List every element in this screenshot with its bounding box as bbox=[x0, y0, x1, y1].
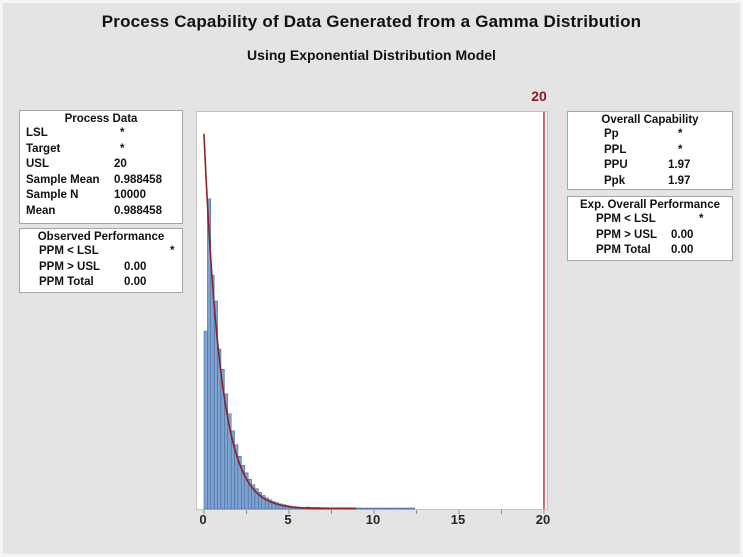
usl-spec-label: 20 bbox=[531, 88, 547, 104]
panel-row: PPU 1.97 bbox=[568, 159, 732, 175]
row-label: LSL bbox=[26, 127, 48, 139]
x-tick-label: 5 bbox=[284, 512, 292, 527]
panel-row: Pp * bbox=[568, 128, 732, 144]
panel-row: PPM > USL 0.00 bbox=[568, 229, 732, 245]
row-value: 0.00 bbox=[124, 276, 147, 288]
row-label: PPM < LSL bbox=[39, 245, 99, 257]
panel-row: PPL * bbox=[568, 144, 732, 160]
panel-row: PPM Total 0.00 bbox=[20, 276, 182, 292]
process-data-panel: Process Data LSL * Target * USL 20 Sample M… bbox=[19, 110, 183, 224]
overall-capability-panel: Overall Capability Pp * PPL * PPU 1.97 Ppk 1… bbox=[567, 111, 733, 190]
panel-row: PPM > USL 0.00 bbox=[20, 261, 182, 277]
panel-row: USL 20 bbox=[20, 158, 182, 174]
panel-row: PPM Total 0.00 bbox=[568, 244, 732, 260]
row-label: PPL bbox=[604, 143, 627, 156]
row-value: 0.00 bbox=[671, 228, 694, 241]
x-tick-label: 0 bbox=[199, 512, 207, 527]
row-label: Target bbox=[26, 142, 61, 155]
chart-title: Process Capability of Data Generated fro… bbox=[101, 12, 642, 31]
row-value: * bbox=[170, 245, 175, 257]
panel-header: Observed Performance bbox=[37, 231, 165, 243]
plot-area bbox=[196, 111, 548, 514]
row-value: * bbox=[699, 213, 704, 225]
row-label: PPM Total bbox=[596, 244, 651, 256]
panel-row: Sample Mean 0.988458 bbox=[20, 174, 182, 190]
row-label: PPM > USL bbox=[39, 260, 101, 273]
row-label: Sample Mean bbox=[26, 173, 100, 186]
x-tick-label: 15 bbox=[450, 512, 466, 527]
x-tick-label: 10 bbox=[365, 512, 381, 527]
panel-row: Mean 0.988458 bbox=[20, 205, 182, 221]
panel-row: PPM < LSL * bbox=[568, 213, 732, 229]
panel-row: Ppk 1.97 bbox=[568, 175, 732, 191]
panel-row: Sample N 10000 bbox=[20, 189, 182, 205]
row-value: * bbox=[120, 142, 125, 155]
row-value: 1.97 bbox=[668, 159, 691, 171]
panel-header: Process Data bbox=[64, 113, 138, 125]
x-tick-label: 20 bbox=[535, 512, 551, 527]
row-label: Sample N bbox=[26, 189, 79, 201]
row-value: 0.00 bbox=[124, 260, 147, 273]
row-label: PPU bbox=[604, 159, 628, 171]
panel-header: Overall Capability bbox=[601, 114, 699, 126]
row-label: Ppk bbox=[604, 174, 626, 187]
row-label: PPM > USL bbox=[596, 228, 658, 241]
row-value: 0.00 bbox=[671, 244, 694, 256]
row-value: * bbox=[120, 127, 125, 139]
row-value: 1.97 bbox=[668, 174, 691, 187]
observed-performance-panel: Observed Performance PPM < LSL * PPM > US… bbox=[19, 228, 183, 293]
row-value: 0.988458 bbox=[114, 173, 162, 186]
panel-row: Target * bbox=[20, 143, 182, 159]
panel-row: PPM < LSL * bbox=[20, 245, 182, 261]
row-value: 10000 bbox=[114, 189, 146, 201]
row-value: 20 bbox=[114, 158, 127, 170]
row-label: Pp bbox=[604, 128, 619, 140]
exp-overall-performance-panel: Exp. Overall Performance PPM < LSL * PPM … bbox=[567, 196, 733, 261]
plot-svg bbox=[203, 112, 545, 514]
row-label: Mean bbox=[26, 204, 56, 217]
row-label: PPM Total bbox=[39, 276, 94, 288]
row-label: PPM < LSL bbox=[596, 213, 656, 225]
panel-header: Exp. Overall Performance bbox=[580, 199, 720, 211]
row-label: USL bbox=[26, 158, 49, 170]
panel-row: LSL * bbox=[20, 127, 182, 143]
chart-subtitle: Using Exponential Distribution Model bbox=[247, 47, 496, 63]
row-value: * bbox=[678, 128, 683, 140]
row-value: 0.988458 bbox=[114, 204, 162, 217]
row-value: * bbox=[678, 143, 683, 156]
